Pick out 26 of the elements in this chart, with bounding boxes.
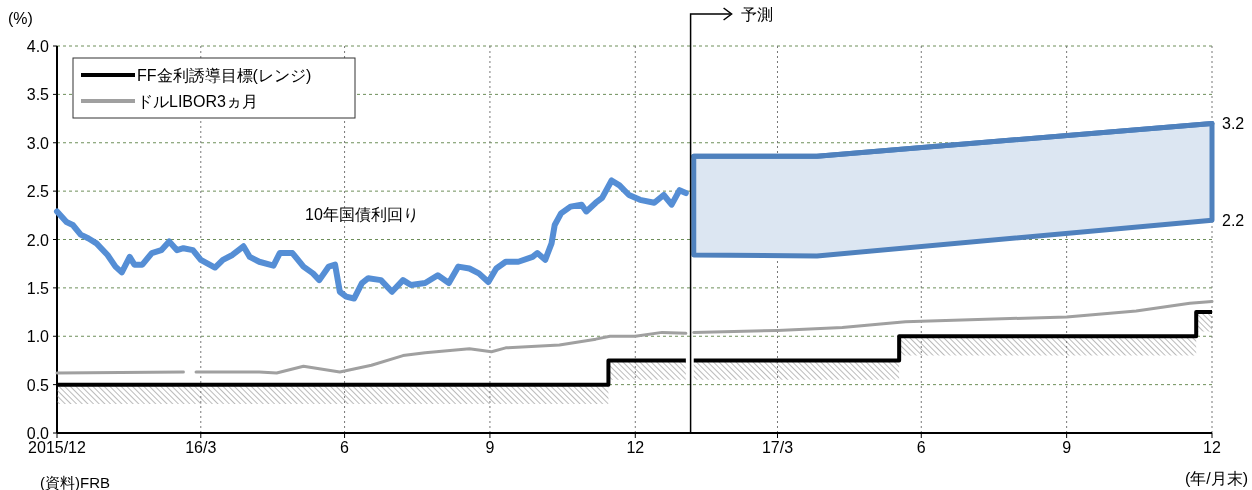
x-tick-label: 16/3 (185, 439, 217, 456)
x-tick-label: 6 (916, 439, 926, 456)
legend-label: ドルLIBOR3ヵ月 (137, 93, 258, 110)
y-tick-label: 0.5 (26, 376, 50, 394)
x-tick-label: 17/3 (761, 439, 794, 456)
y-tick-label: 3.0 (26, 134, 50, 152)
annotation: 10年国債利回り (305, 206, 419, 224)
y-tick-label: 3.5 (26, 86, 50, 104)
x-tick-label: 12 (626, 439, 645, 456)
y-tick-label: 1.5 (26, 279, 50, 297)
x-tick-label: 9 (485, 439, 495, 456)
annotation: 3.2 (1222, 115, 1245, 133)
y-tick-label: 2.5 (26, 183, 50, 201)
x-axis-title: (年/月末) (1184, 470, 1248, 487)
y-tick-label: 0.0 (26, 425, 50, 442)
x-tick-label: 12 (1203, 439, 1221, 456)
x-tick-label: 2015/12 (28, 439, 87, 456)
annotation: 2.2 (1222, 212, 1245, 230)
x-tick-label: 6 (340, 439, 350, 456)
y-tick-label: 1.0 (26, 328, 50, 346)
y-tick-label: 4.0 (26, 38, 50, 55)
y-tick-label: 2.0 (26, 231, 50, 249)
x-tick-label: 9 (1062, 439, 1072, 456)
legend-label: FF金利誘導目標(レンジ) (137, 67, 312, 84)
ref-line-label: 予測 (740, 6, 773, 23)
y-axis-title: (%) (8, 10, 33, 27)
